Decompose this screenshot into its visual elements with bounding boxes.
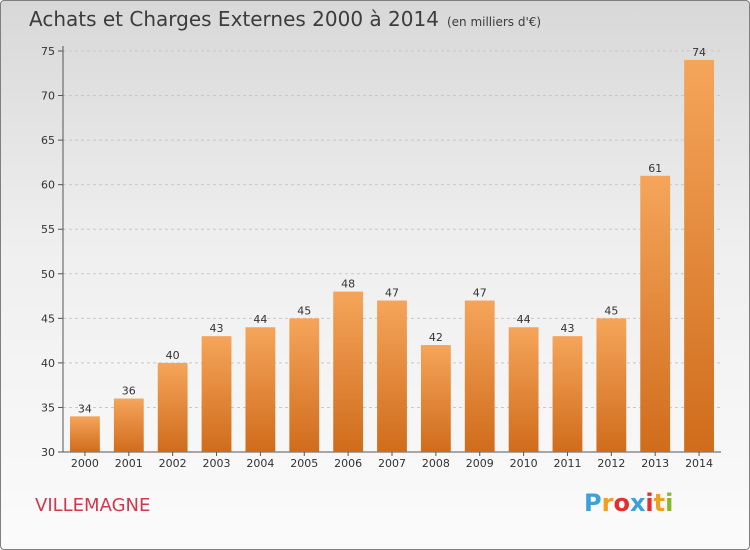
x-tick-label: 2013 (641, 457, 669, 470)
bar (552, 336, 583, 452)
x-tick-label: 2001 (115, 457, 143, 470)
logo-letter: P (584, 489, 602, 517)
x-tick-label: 2014 (685, 457, 713, 470)
bar (157, 362, 188, 452)
bar (333, 291, 364, 452)
y-tick-label: 50 (41, 268, 55, 281)
bar-value-label: 45 (604, 304, 618, 317)
y-tick-label: 55 (41, 223, 55, 236)
logo-letter: r (601, 489, 614, 517)
bar (640, 175, 671, 452)
bar-value-label: 47 (385, 287, 399, 300)
x-tick-label: 2012 (597, 457, 625, 470)
proxiti-logo: Proxiti (584, 489, 673, 517)
bar (201, 336, 232, 452)
bar (289, 318, 320, 452)
x-tick-label: 2006 (334, 457, 362, 470)
bar-value-label: 44 (517, 313, 531, 326)
bar (596, 318, 627, 452)
bar-value-label: 36 (122, 385, 136, 398)
x-tick-label: 2003 (203, 457, 231, 470)
y-tick-label: 75 (41, 45, 55, 58)
logo-letter: t (653, 489, 666, 517)
chart-title: Achats et Charges Externes 2000 à 2014 (e… (29, 7, 541, 31)
bar-value-label: 45 (297, 304, 311, 317)
y-tick-label: 60 (41, 179, 55, 192)
place-name: VILLEMAGNE (35, 495, 151, 516)
x-tick-label: 2005 (290, 457, 318, 470)
bar-value-label: 42 (429, 331, 443, 344)
bar (508, 327, 539, 452)
bar-value-label: 44 (253, 313, 267, 326)
bar-value-label: 43 (210, 322, 224, 335)
bar-value-label: 74 (692, 46, 706, 59)
x-tick-label: 2011 (553, 457, 581, 470)
y-tick-label: 65 (41, 134, 55, 147)
x-tick-label: 2010 (510, 457, 538, 470)
y-tick-label: 40 (41, 357, 55, 370)
logo-letter: o (613, 489, 630, 517)
bar (420, 345, 451, 452)
x-tick-label: 2004 (246, 457, 274, 470)
bar (70, 416, 100, 452)
bar-value-label: 34 (78, 402, 92, 415)
logo-letter: i (665, 489, 674, 517)
bar-value-label: 61 (648, 162, 662, 175)
y-tick-label: 70 (41, 90, 55, 103)
logo-letter: i (645, 489, 654, 517)
bar-value-label: 40 (166, 349, 180, 362)
x-tick-label: 2000 (71, 457, 99, 470)
bar-value-label: 43 (560, 322, 574, 335)
x-tick-label: 2008 (422, 457, 450, 470)
bar-value-label: 48 (341, 278, 355, 291)
bar (684, 59, 714, 453)
x-tick-label: 2002 (159, 457, 187, 470)
chart-subtitle: (en milliers d'€) (446, 15, 542, 29)
bar (113, 398, 144, 452)
y-tick-label: 45 (41, 312, 55, 325)
bar (377, 300, 407, 452)
x-tick-label: 2009 (466, 457, 494, 470)
logo-letter: x (629, 489, 646, 517)
y-tick-label: 35 (41, 401, 55, 414)
y-tick-label: 30 (41, 446, 55, 459)
x-tick-label: 2007 (378, 457, 406, 470)
bar (464, 300, 495, 452)
bar-value-label: 47 (473, 287, 487, 300)
bar (245, 327, 276, 452)
title-text: Achats et Charges Externes 2000 à 2014 (29, 7, 439, 31)
